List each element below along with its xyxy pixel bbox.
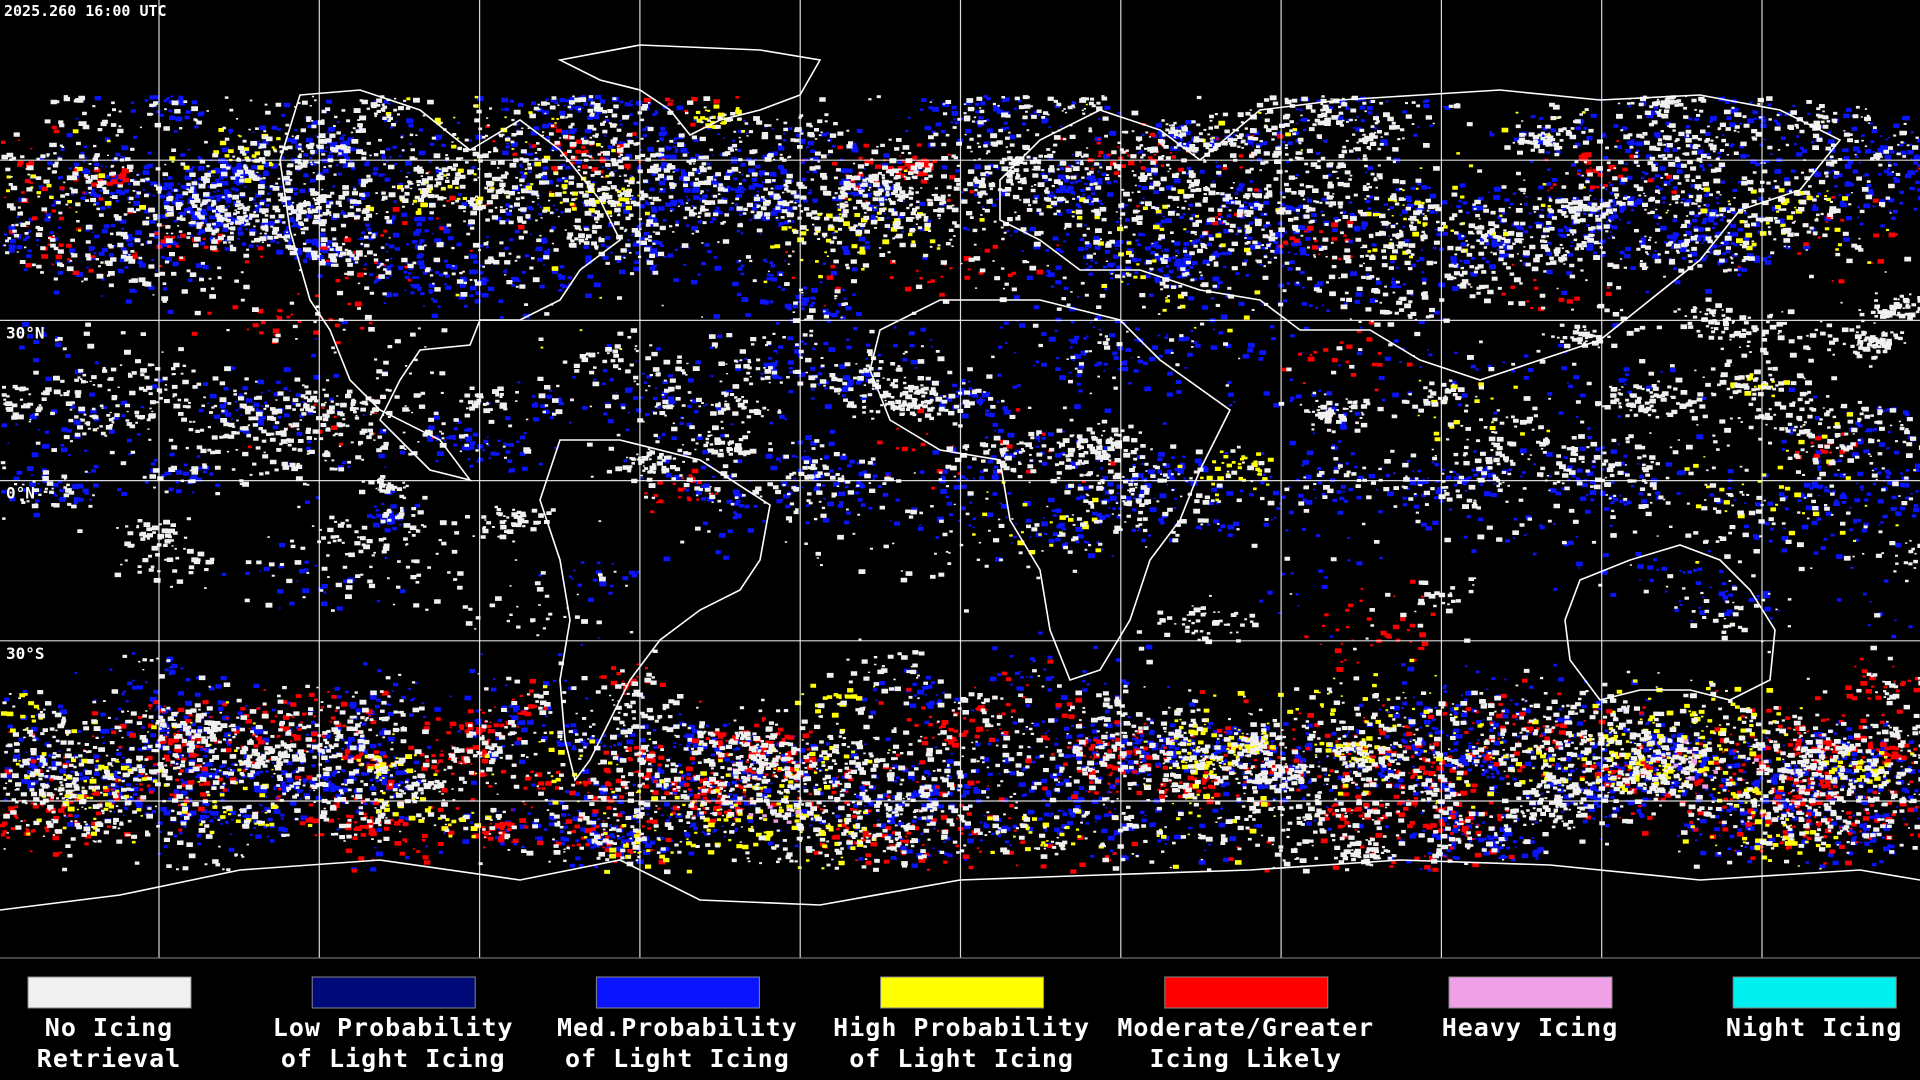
timestamp: 2025.260 16:00 UTC [4, 2, 167, 20]
legend-label: Med.Probability [557, 1013, 798, 1042]
legend-label: Icing Likely [1149, 1044, 1342, 1073]
icing-field [0, 95, 1920, 875]
coastline-north-america [279, 89, 622, 482]
coastline-australia [1564, 544, 1776, 701]
latitude-label: 0°N [6, 484, 35, 503]
legend-swatch [1448, 976, 1613, 1009]
coastline-europe-asia [999, 89, 1842, 381]
coastline-antarctica [0, 859, 1920, 911]
coastlines [0, 44, 1920, 911]
legend-swatch [27, 976, 192, 1009]
latitude-labels: 30°N 0°N 30°S [6, 323, 45, 662]
coastline-greenland [557, 44, 822, 137]
legend-label: No Icing [45, 1013, 173, 1042]
legend-swatch [1732, 976, 1897, 1009]
legend-label: Moderate/Greater [1117, 1013, 1374, 1042]
coastline-africa [869, 299, 1232, 681]
legend-swatch [311, 976, 476, 1009]
coastline-south-america [539, 439, 771, 782]
legend-label: Night Icing [1726, 1013, 1903, 1042]
legend-label: of Light Icing [849, 1044, 1074, 1073]
icing-speckles [0, 95, 1920, 875]
latitude-label: 30°N [6, 323, 45, 342]
graticule [0, 0, 1920, 959]
latitude-label: 30°S [6, 644, 45, 663]
legend-label: Retrieval [37, 1044, 181, 1073]
legend-label: Low Probability [273, 1013, 514, 1042]
legend-label: Heavy Icing [1442, 1013, 1619, 1042]
legend-swatch [1164, 976, 1329, 1009]
legend-label: of Light Icing [281, 1044, 506, 1073]
legend-label: of Light Icing [565, 1044, 790, 1073]
legend-label: High Probability [833, 1013, 1090, 1042]
legend-swatch [595, 976, 760, 1009]
legend-swatch [880, 976, 1045, 1009]
